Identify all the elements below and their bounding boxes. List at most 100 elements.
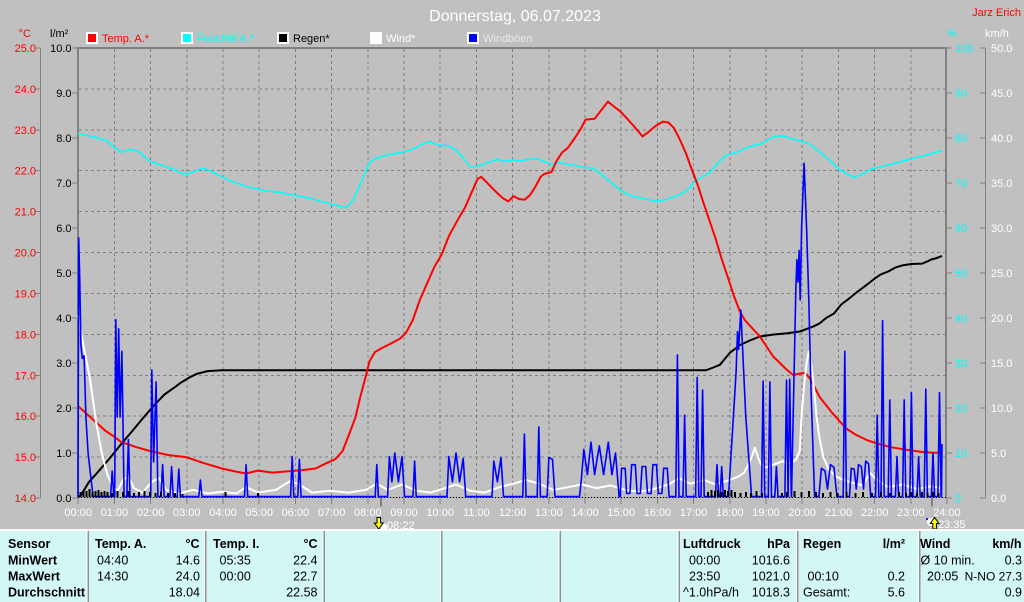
svg-text:18.04: 18.04	[169, 586, 200, 600]
svg-text:25.0: 25.0	[15, 43, 36, 55]
svg-text:hPa: hPa	[767, 537, 791, 551]
svg-text:Ø 10 min.: Ø 10 min.	[921, 554, 975, 568]
svg-text:10.0: 10.0	[991, 403, 1012, 415]
svg-text:14.0: 14.0	[15, 493, 36, 505]
svg-text:14.6: 14.6	[176, 554, 200, 568]
svg-text:°C: °C	[185, 537, 199, 551]
svg-text:20:05: 20:05	[927, 570, 958, 584]
svg-text:22.58: 22.58	[286, 586, 317, 600]
svg-text:Feuchte A.*: Feuchte A.*	[197, 33, 255, 45]
svg-text:23.0: 23.0	[15, 125, 36, 137]
svg-text:°C: °C	[303, 537, 317, 551]
svg-text:20.0: 20.0	[15, 248, 36, 260]
svg-text:°C: °C	[19, 28, 31, 40]
svg-text:18:00: 18:00	[716, 507, 744, 519]
svg-text:1018.3: 1018.3	[752, 586, 790, 600]
svg-text:80: 80	[955, 133, 967, 145]
svg-text:Sensor: Sensor	[8, 537, 51, 551]
svg-text:23:50: 23:50	[689, 570, 720, 584]
svg-text:10: 10	[955, 448, 967, 460]
svg-text:4.0: 4.0	[56, 313, 71, 325]
svg-text:^1.0hPa/h: ^1.0hPa/h	[683, 586, 739, 600]
svg-text:Gesamt:: Gesamt:	[803, 586, 850, 600]
svg-text:7.0: 7.0	[56, 178, 71, 190]
svg-text:21:00: 21:00	[825, 507, 853, 519]
svg-text:00:10: 00:10	[808, 570, 839, 584]
svg-text:07:00: 07:00	[318, 507, 346, 519]
svg-text:15:00: 15:00	[607, 507, 635, 519]
svg-text:km/h: km/h	[992, 537, 1021, 551]
svg-text:0.2: 0.2	[888, 570, 905, 584]
svg-text:30.0: 30.0	[991, 223, 1012, 235]
svg-text:12:00: 12:00	[499, 507, 527, 519]
svg-text:Wind: Wind	[920, 537, 950, 551]
svg-text:Temp. A.: Temp. A.	[95, 537, 146, 551]
svg-text:N-NO 27.3: N-NO 27.3	[965, 570, 1023, 584]
svg-text:25.0: 25.0	[991, 268, 1012, 280]
svg-text:Regen: Regen	[803, 537, 841, 551]
svg-text:03:00: 03:00	[173, 507, 201, 519]
svg-text:40: 40	[955, 313, 967, 325]
svg-text:30: 30	[955, 358, 967, 370]
svg-text:50: 50	[955, 268, 967, 280]
svg-text:23:35: 23:35	[938, 519, 966, 531]
svg-text:60: 60	[955, 223, 967, 235]
svg-text:20: 20	[955, 403, 967, 415]
svg-text:20:00: 20:00	[788, 507, 816, 519]
svg-text:%: %	[947, 28, 957, 40]
svg-text:22.7: 22.7	[293, 570, 317, 584]
svg-text:l/m²: l/m²	[883, 537, 905, 551]
svg-text:3.0: 3.0	[56, 358, 71, 370]
svg-text:18.0: 18.0	[15, 329, 36, 341]
svg-text:km/h: km/h	[985, 28, 1009, 40]
svg-text:1016.6: 1016.6	[752, 554, 790, 568]
svg-text:35.0: 35.0	[991, 178, 1012, 190]
svg-text:17:00: 17:00	[680, 507, 708, 519]
svg-text:00:00: 00:00	[64, 507, 92, 519]
svg-text:0.0: 0.0	[56, 493, 71, 505]
svg-text:16:00: 16:00	[644, 507, 672, 519]
svg-text:04:40: 04:40	[97, 554, 128, 568]
svg-text:40.0: 40.0	[991, 133, 1012, 145]
svg-text:24:00: 24:00	[933, 507, 961, 519]
svg-text:9.0: 9.0	[56, 88, 71, 100]
svg-text:70: 70	[955, 178, 967, 190]
svg-text:22:00: 22:00	[861, 507, 889, 519]
svg-text:Wind*: Wind*	[386, 33, 416, 45]
svg-text:24.0: 24.0	[15, 84, 36, 96]
svg-text:5.6: 5.6	[888, 586, 905, 600]
svg-text:Regen*: Regen*	[293, 33, 330, 45]
svg-text:0.3: 0.3	[1005, 554, 1022, 568]
svg-text:15.0: 15.0	[991, 358, 1012, 370]
svg-text:21.0: 21.0	[15, 207, 36, 219]
svg-text:19.0: 19.0	[15, 289, 36, 301]
svg-text:13:00: 13:00	[535, 507, 563, 519]
svg-text:45.0: 45.0	[991, 88, 1012, 100]
svg-text:01:00: 01:00	[101, 507, 129, 519]
svg-text:Temp. I.: Temp. I.	[213, 537, 259, 551]
svg-text:16.0: 16.0	[15, 411, 36, 423]
svg-text:23:00: 23:00	[897, 507, 925, 519]
svg-text:50.0: 50.0	[991, 43, 1012, 55]
svg-text:22.0: 22.0	[15, 166, 36, 178]
svg-text:5.0: 5.0	[56, 268, 71, 280]
svg-text:Luftdruck: Luftdruck	[683, 537, 741, 551]
svg-text:11:00: 11:00	[463, 507, 490, 519]
svg-text:10:00: 10:00	[426, 507, 454, 519]
svg-text:0: 0	[955, 493, 961, 505]
svg-text:Temp. A.*: Temp. A.*	[102, 33, 150, 45]
svg-text:05:35: 05:35	[220, 554, 251, 568]
svg-text:24.0: 24.0	[176, 570, 200, 584]
svg-text:2.0: 2.0	[56, 403, 71, 415]
svg-text:1.0: 1.0	[56, 448, 71, 460]
svg-text:90: 90	[955, 88, 967, 100]
svg-text:17.0: 17.0	[15, 370, 36, 382]
svg-text:8.0: 8.0	[56, 133, 71, 145]
svg-text:Durchschnitt: Durchschnitt	[8, 586, 86, 600]
svg-text:00:00: 00:00	[689, 554, 720, 568]
svg-text:08:00: 08:00	[354, 507, 382, 519]
svg-text:Donnerstag, 06.07.2023: Donnerstag, 06.07.2023	[429, 8, 601, 25]
svg-text:MaxWert: MaxWert	[8, 570, 61, 584]
svg-text:1021.0: 1021.0	[752, 570, 790, 584]
svg-text:22.4: 22.4	[293, 554, 317, 568]
